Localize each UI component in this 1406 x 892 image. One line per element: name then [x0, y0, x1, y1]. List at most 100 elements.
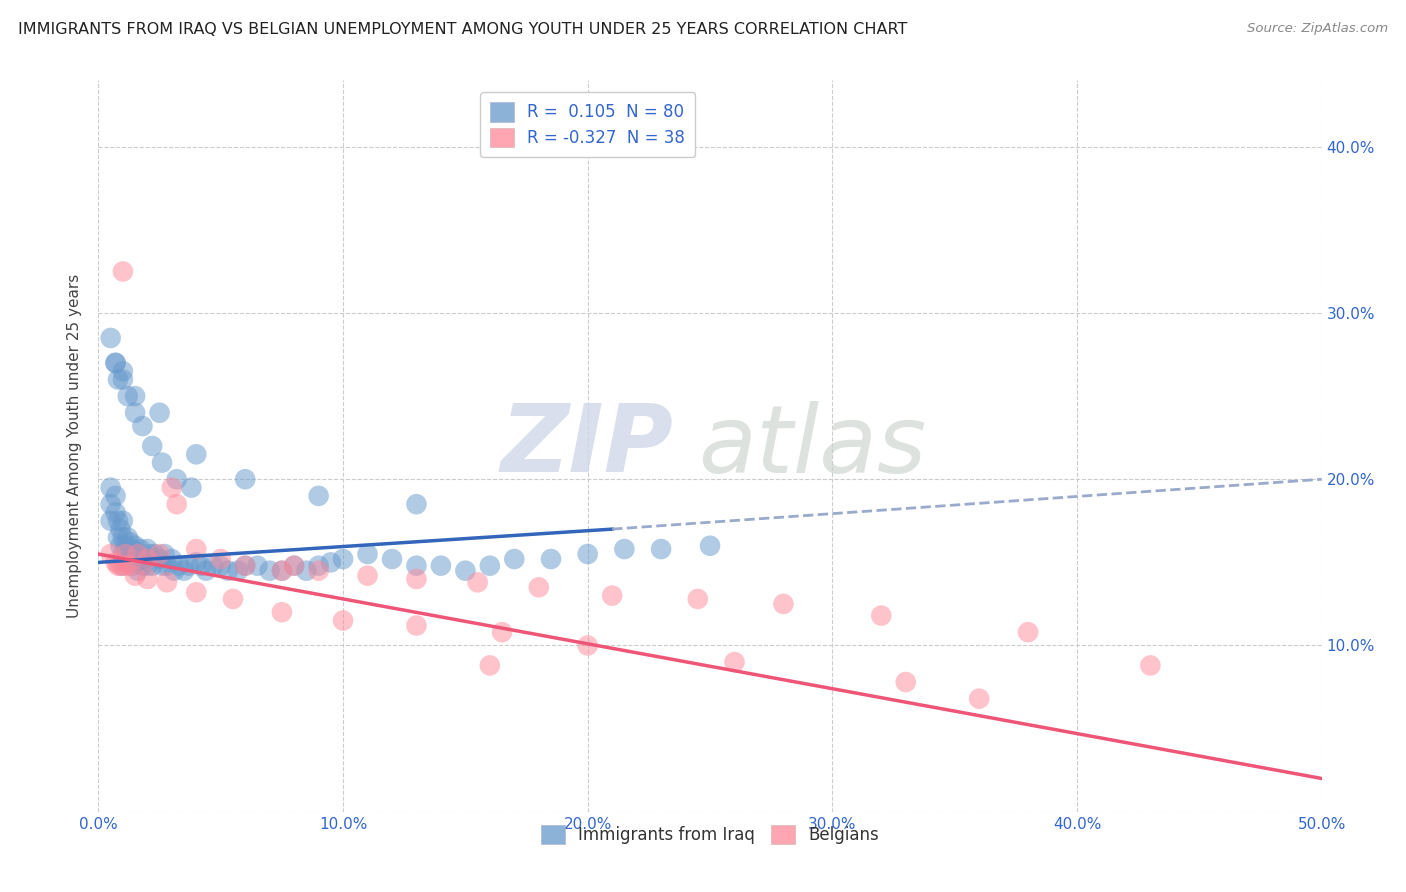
Point [121, 558, 143, 573]
Point [308, 489, 330, 503]
Point [111, 264, 134, 278]
Point [1017, 625, 1039, 640]
Text: ZIP: ZIP [501, 400, 673, 492]
Point [405, 572, 427, 586]
Point [104, 489, 127, 503]
Point [167, 558, 190, 573]
Point [110, 539, 132, 553]
Point [114, 558, 136, 573]
Point [467, 575, 489, 590]
Point [332, 614, 354, 628]
Point [233, 472, 256, 486]
Point [156, 558, 179, 573]
Point [111, 372, 134, 386]
Point [143, 547, 166, 561]
Point [186, 447, 208, 461]
Point [540, 552, 562, 566]
Point [177, 558, 200, 573]
Point [121, 542, 143, 557]
Point [131, 558, 153, 573]
Point [111, 514, 134, 528]
Point [478, 658, 501, 673]
Point [259, 564, 281, 578]
Y-axis label: Unemployment Among Youth under 25 years: Unemployment Among Youth under 25 years [67, 274, 83, 618]
Point [478, 558, 501, 573]
Point [124, 568, 146, 582]
Point [156, 575, 179, 590]
Point [134, 552, 156, 566]
Point [186, 585, 208, 599]
Point [111, 364, 134, 378]
Point [356, 568, 378, 582]
Point [283, 558, 305, 573]
Point [319, 555, 342, 569]
Point [308, 564, 330, 578]
Point [166, 497, 188, 511]
Point [650, 542, 672, 557]
Point [107, 514, 129, 528]
Point [110, 558, 132, 573]
Point [127, 564, 149, 578]
Point [120, 535, 142, 549]
Point [131, 419, 153, 434]
Point [699, 539, 721, 553]
Point [180, 481, 202, 495]
Point [136, 572, 159, 586]
Point [124, 406, 146, 420]
Point [149, 547, 172, 561]
Point [149, 406, 172, 420]
Point [114, 555, 136, 569]
Point [117, 547, 139, 561]
Point [136, 558, 159, 573]
Point [129, 542, 152, 557]
Point [246, 558, 269, 573]
Point [226, 564, 249, 578]
Point [222, 591, 245, 606]
Point [111, 558, 134, 573]
Point [209, 552, 232, 566]
Point [139, 547, 162, 561]
Point [127, 547, 149, 561]
Point [163, 564, 186, 578]
Point [186, 542, 208, 557]
Point [186, 555, 208, 569]
Point [405, 497, 427, 511]
Point [160, 481, 183, 495]
Point [160, 552, 183, 566]
Point [104, 356, 127, 370]
Point [270, 564, 294, 578]
Point [149, 552, 172, 566]
Point [107, 530, 129, 544]
Point [600, 589, 623, 603]
Point [124, 555, 146, 569]
Point [136, 552, 159, 566]
Point [967, 691, 990, 706]
Point [405, 618, 427, 632]
Point [104, 356, 127, 370]
Point [217, 564, 239, 578]
Text: Source: ZipAtlas.com: Source: ZipAtlas.com [1247, 22, 1388, 36]
Point [100, 497, 122, 511]
Point [233, 558, 256, 573]
Point [114, 547, 136, 561]
Point [117, 530, 139, 544]
Point [270, 605, 294, 619]
Point [430, 558, 453, 573]
Point [190, 558, 212, 573]
Point [283, 558, 305, 573]
Point [723, 655, 745, 669]
Point [150, 456, 173, 470]
Point [100, 547, 122, 561]
Point [111, 530, 134, 544]
Point [295, 564, 318, 578]
Point [111, 547, 134, 561]
Point [381, 552, 404, 566]
Point [107, 372, 129, 386]
Point [686, 591, 709, 606]
Point [772, 597, 794, 611]
Point [894, 675, 917, 690]
Point [332, 552, 354, 566]
Point [124, 539, 146, 553]
Point [202, 558, 225, 573]
Point [454, 564, 477, 578]
